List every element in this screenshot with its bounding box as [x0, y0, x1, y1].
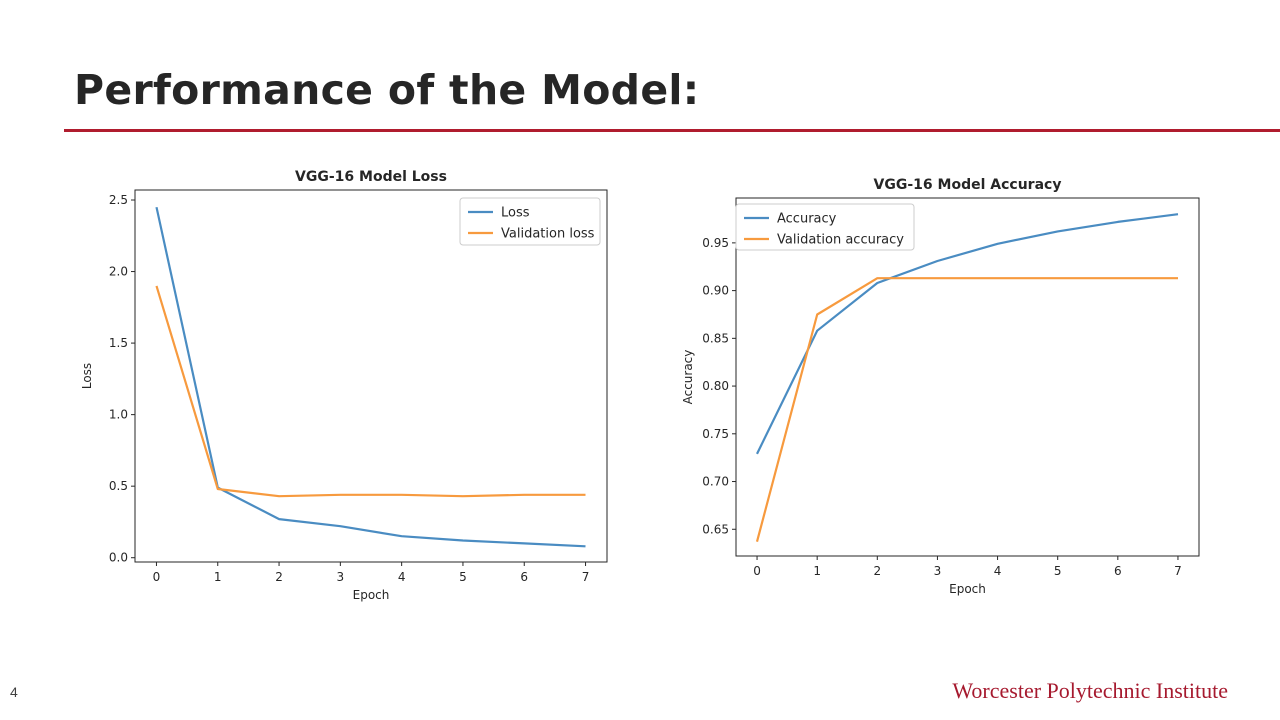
legend-entry: Validation loss — [501, 227, 595, 242]
loss-chart: VGG-16 Model Loss 0 1 2 3 4 5 6 7 0.0 0.5 1.0 1.5 2.0… — [80, 169, 608, 602]
series-line-train — [155, 206, 586, 548]
y-tick-label: 0.85 — [702, 331, 729, 345]
x-tick-label: 1 — [214, 570, 222, 584]
y-tick-label: 1.5 — [109, 336, 128, 350]
x-tick-label: 0 — [153, 570, 161, 584]
accuracy-chart: VGG-16 Model Accuracy 0 1 2 3 4 5 6 7 0.65 0.70 0.7… — [681, 177, 1200, 596]
series-line-validation — [755, 277, 1178, 542]
x-axis-label: Epoch — [353, 588, 390, 602]
chart-title: VGG-16 Model Loss — [295, 169, 447, 185]
y-tick-label: 2.0 — [109, 265, 128, 279]
plot-frame — [134, 189, 608, 563]
y-tick-label: 2.5 — [109, 193, 128, 207]
y-tick-label: 0.75 — [702, 427, 729, 441]
y-axis-label: Accuracy — [681, 350, 695, 405]
series-line-validation — [155, 285, 586, 498]
x-tick-label: 7 — [582, 570, 590, 584]
x-axis-label: Epoch — [949, 582, 986, 596]
legend-entry: Accuracy — [777, 212, 837, 227]
x-tick-label: 2 — [275, 570, 283, 584]
x-tick-label: 1 — [813, 564, 821, 578]
legend-box — [735, 203, 915, 251]
y-tick-label: 0.5 — [109, 479, 128, 493]
x-tick-label: 7 — [1174, 564, 1182, 578]
y-axis-label: Loss — [80, 363, 94, 389]
footer-institution: Worcester Polytechnic Institute — [952, 678, 1228, 703]
x-tick-label: 5 — [1054, 564, 1062, 578]
chart-title: VGG-16 Model Accuracy — [874, 177, 1062, 193]
x-tick-label: 3 — [337, 570, 345, 584]
x-tick-label: 3 — [934, 564, 942, 578]
x-tick-label: 6 — [520, 570, 528, 584]
x-tick-label: 4 — [994, 564, 1002, 578]
y-tick-label: 0.80 — [702, 379, 729, 393]
y-tick-label: 0.70 — [702, 475, 729, 489]
y-tick-label: 0.0 — [109, 551, 128, 565]
legend-entry: Loss — [501, 206, 530, 221]
x-tick-label: 2 — [873, 564, 881, 578]
plot-frame — [735, 197, 1200, 557]
x-tick-label: 0 — [753, 564, 761, 578]
y-tick-label: 0.90 — [702, 284, 729, 298]
legend-entry: Validation accuracy — [777, 233, 904, 248]
slide-title: Performance of the Model: — [74, 66, 700, 114]
y-tick-label: 0.65 — [702, 522, 729, 536]
legend-box — [459, 197, 601, 246]
series-line-train — [756, 213, 1179, 455]
y-tick-label: 0.95 — [702, 236, 729, 250]
x-tick-label: 4 — [398, 570, 406, 584]
x-tick-label: 6 — [1114, 564, 1122, 578]
slide-number: 4 — [10, 684, 18, 700]
x-tick-label: 5 — [459, 570, 467, 584]
title-divider — [64, 129, 1280, 132]
y-tick-label: 1.0 — [109, 408, 128, 422]
